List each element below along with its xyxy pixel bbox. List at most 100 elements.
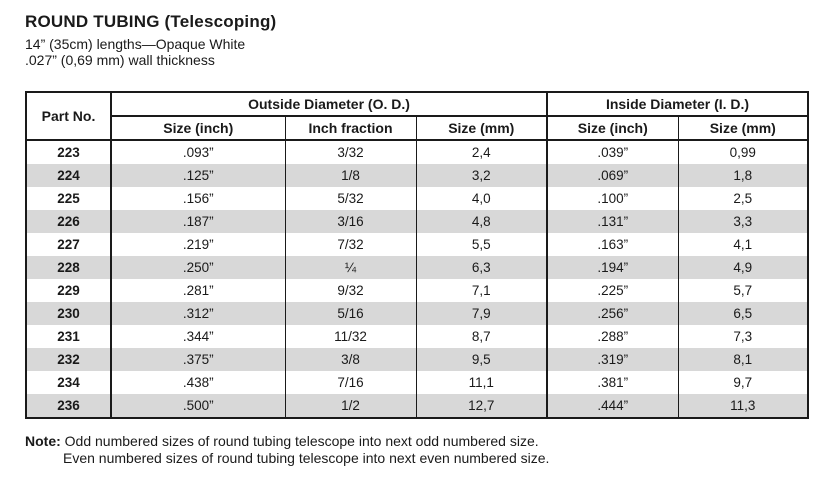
id-size-inch-cell: .039” (546, 140, 679, 164)
od-inch-fraction-cell: 11/32 (284, 325, 417, 348)
od-inch-fraction-cell: 1/8 (284, 164, 417, 187)
od-size-mm-cell: 2,4 (415, 140, 549, 164)
table-row: 234.438” 7/16 11,1.381” 9,7 (25, 371, 809, 394)
id-size-mm-cell: 4,1 (677, 233, 809, 256)
note-text-content: Odd numbered sizes of round tubing teles… (63, 433, 550, 466)
od-size-mm-cell: 12,7 (415, 394, 549, 418)
id-size-mm-cell: 6,5 (677, 302, 809, 325)
od-size-inch-cell: .500” (110, 394, 286, 418)
od-size-inch-cell: .281” (110, 279, 286, 302)
od-size-inch-cell: .438” (110, 371, 286, 394)
od-inch-fraction-cell: 5/32 (284, 187, 417, 210)
table-row: 236.500” 1/2 12,7.444” 11,3 (25, 394, 809, 418)
table-row: 228.250” ¼ 6,3.194” 4,9 (25, 256, 809, 279)
od-size-mm-cell: 7,9 (415, 302, 549, 325)
column-header-id-size-mm: Size (mm) (677, 116, 809, 141)
od-size-mm-cell: 6,3 (415, 256, 549, 279)
id-size-inch-cell: .381” (546, 371, 679, 394)
od-size-mm-cell: 8,7 (415, 325, 549, 348)
id-size-inch-cell: .225” (546, 279, 679, 302)
part-no-cell: 225 (25, 187, 112, 210)
table-row: 224.125” 1/8 3,2.069” 1,8 (25, 164, 809, 187)
id-size-mm-cell: 7,3 (677, 325, 809, 348)
od-size-mm-cell: 7,1 (415, 279, 549, 302)
tubing-spec-table: Part No. Outside Diameter (O. D.) Inside… (25, 91, 810, 419)
table-row: 225.156” 5/32 4,0.100” 2,5 (25, 187, 809, 210)
od-size-mm-cell: 5,5 (415, 233, 549, 256)
od-size-mm-cell: 3,2 (415, 164, 549, 187)
od-size-inch-cell: .187” (110, 210, 286, 233)
column-group-inside-diameter: Inside Diameter (I. D.) (546, 92, 809, 117)
id-size-mm-cell: 9,7 (677, 371, 809, 394)
part-no-cell: 223 (25, 140, 112, 164)
column-header-id-size-inch: Size (inch) (546, 116, 679, 141)
od-size-inch-cell: .312” (110, 302, 286, 325)
od-inch-fraction-cell: 3/8 (284, 348, 417, 371)
column-group-outside-diameter: Outside Diameter (O. D.) (110, 92, 549, 117)
subtitle-lengths: 14” (35cm) lengths—Opaque White (25, 36, 246, 52)
od-inch-fraction-cell: 3/32 (284, 140, 417, 164)
id-size-mm-cell: 1,8 (677, 164, 809, 187)
note: Note: Odd numbered sizes of round tubing… (25, 433, 568, 466)
table-row: 232.375” 3/8 9,5.319” 8,1 (25, 348, 809, 371)
table-row: 226.187” 3/16 4,8.131” 3,3 (25, 210, 809, 233)
id-size-mm-cell: 5,7 (677, 279, 809, 302)
od-size-inch-cell: .375” (110, 348, 286, 371)
title-block: ROUND TUBING (Telescoping) 14” (35cm) le… (25, 12, 808, 68)
part-no-cell: 230 (25, 302, 112, 325)
id-size-mm-cell: 0,99 (677, 140, 809, 164)
column-header-part-no: Part No. (25, 92, 112, 141)
id-size-mm-cell: 11,3 (677, 394, 809, 418)
note-label: Note: (25, 433, 61, 449)
od-inch-fraction-cell: 1/2 (284, 394, 417, 418)
id-size-inch-cell: .319” (546, 348, 679, 371)
od-inch-fraction-cell: 7/16 (284, 371, 417, 394)
id-size-inch-cell: .163” (546, 233, 679, 256)
od-size-mm-cell: 4,0 (415, 187, 549, 210)
id-size-inch-cell: .069” (546, 164, 679, 187)
od-size-inch-cell: .093” (110, 140, 286, 164)
table-body: 223.093” 3/32 2,4.039” 0,99 224.125” 1/8 3,2.0… (25, 140, 809, 418)
part-no-cell: 231 (25, 325, 112, 348)
table-row: 223.093” 3/32 2,4.039” 0,99 (25, 140, 809, 164)
od-inch-fraction-cell: 3/16 (284, 210, 417, 233)
subtitle-wall-thickness: .027” (0,69 mm) wall thickness (25, 52, 215, 68)
od-size-inch-cell: .344” (110, 325, 286, 348)
table-row: 229.281” 9/32 7,1.225” 5,7 (25, 279, 809, 302)
od-size-inch-cell: .219” (110, 233, 286, 256)
column-header-od-size-inch: Size (inch) (110, 116, 286, 141)
part-no-cell: 234 (25, 371, 112, 394)
id-size-inch-cell: .288” (546, 325, 679, 348)
part-no-cell: 228 (25, 256, 112, 279)
od-size-inch-cell: .156” (110, 187, 286, 210)
table-row: 231.344” 11/32 8,7.288” 7,3 (25, 325, 809, 348)
od-size-mm-cell: 4,8 (415, 210, 549, 233)
part-no-cell: 236 (25, 394, 112, 418)
part-no-cell: 232 (25, 348, 112, 371)
part-no-cell: 227 (25, 233, 112, 256)
id-size-mm-cell: 8,1 (677, 348, 809, 371)
id-size-mm-cell: 3,3 (677, 210, 809, 233)
table-row: 230.312” 5/16 7,9.256” 6,5 (25, 302, 809, 325)
od-size-mm-cell: 11,1 (415, 371, 549, 394)
od-inch-fraction-cell: ¼ (284, 256, 417, 279)
table-row: 227.219” 7/32 5,5.163” 4,1 (25, 233, 809, 256)
od-inch-fraction-cell: 9/32 (284, 279, 417, 302)
table-header-group-row: Part No. Outside Diameter (O. D.) Inside… (25, 92, 809, 141)
part-no-cell: 229 (25, 279, 112, 302)
id-size-mm-cell: 2,5 (677, 187, 809, 210)
id-size-inch-cell: .100” (546, 187, 679, 210)
id-size-mm-cell: 4,9 (677, 256, 809, 279)
part-no-cell: 226 (25, 210, 112, 233)
id-size-inch-cell: .194” (546, 256, 679, 279)
table-header-sub-row: Size (inch) Inch fraction Size (mm) Size… (26, 116, 809, 141)
od-size-inch-cell: .125” (110, 164, 286, 187)
od-inch-fraction-cell: 7/32 (284, 233, 417, 256)
column-header-od-inch-fraction: Inch fraction (284, 116, 417, 141)
note-text: Odd numbered sizes of round tubing teles… (63, 433, 549, 466)
page-title: ROUND TUBING (Telescoping) (25, 12, 277, 31)
od-size-mm-cell: 9,5 (415, 348, 549, 371)
od-size-inch-cell: .250” (110, 256, 286, 279)
table-header: Part No. Outside Diameter (O. D.) Inside… (25, 92, 809, 141)
od-inch-fraction-cell: 5/16 (284, 302, 417, 325)
